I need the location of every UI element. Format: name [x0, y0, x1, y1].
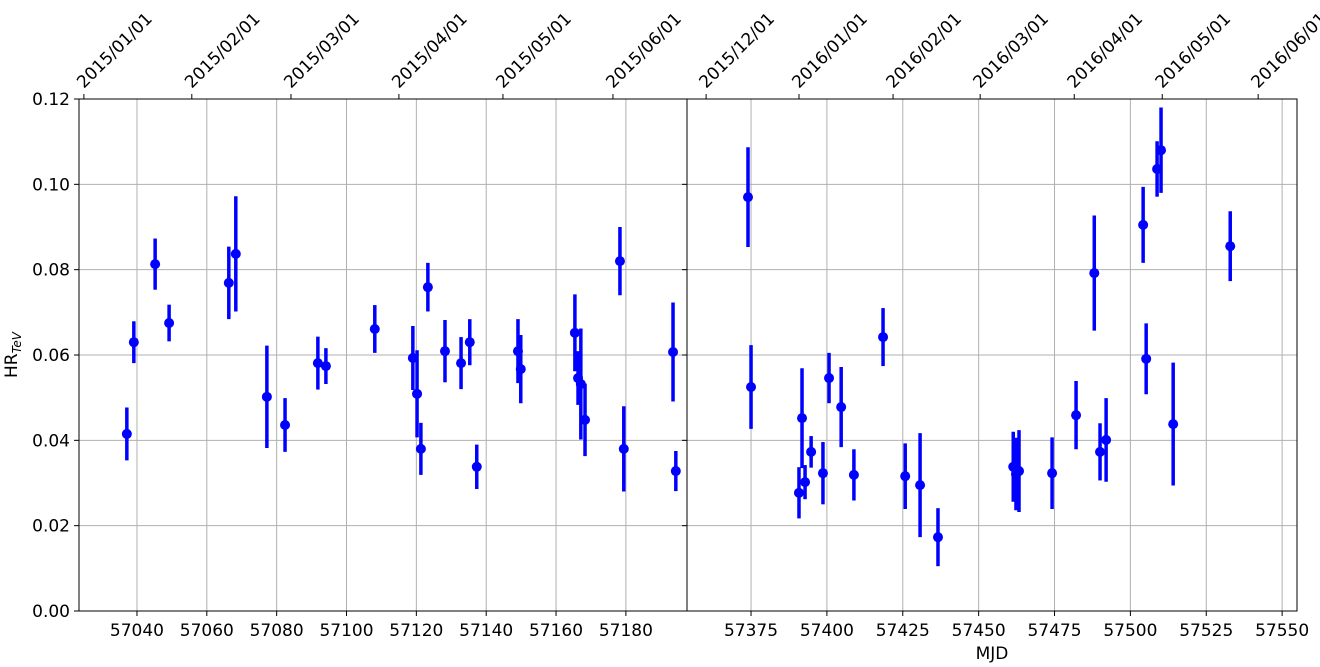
x-tick-label: 57525 — [1179, 621, 1233, 641]
y-tick-label: 0.06 — [32, 346, 70, 366]
data-point — [415, 443, 426, 454]
x-tick-label: 57100 — [319, 621, 373, 641]
x2-tick-label: 2015/05/01 — [492, 9, 575, 92]
data-point — [1138, 219, 1149, 230]
x2-tick-label: 2015/01/01 — [73, 9, 156, 92]
data-point — [848, 469, 859, 480]
x2-tick-label: 2016/02/01 — [882, 9, 965, 92]
data-point — [878, 332, 889, 343]
y-tick-label: 0.00 — [32, 602, 70, 622]
data-point — [128, 337, 139, 348]
data-point — [932, 532, 943, 543]
y-tick-label: 0.04 — [32, 431, 70, 451]
data-point — [1071, 410, 1082, 421]
data-point — [580, 414, 591, 425]
data-point — [793, 487, 804, 498]
data-point — [1101, 434, 1112, 445]
data-point — [797, 413, 808, 424]
data-point — [746, 382, 757, 392]
x-tick-label: 57425 — [876, 621, 930, 641]
x-tick-label: 57180 — [599, 621, 653, 641]
data-point — [1141, 353, 1152, 364]
x-tick-label: 57140 — [459, 621, 513, 641]
data-point — [422, 282, 433, 293]
data-point — [412, 388, 423, 399]
data-point — [471, 461, 482, 472]
data-point — [320, 361, 331, 372]
x-tick-label: 57040 — [110, 621, 164, 641]
data-point — [1014, 466, 1025, 477]
y-axis-label-sub: TeV — [10, 331, 24, 353]
data-point — [439, 346, 450, 357]
data-point — [836, 402, 847, 413]
x-tick-label: 57120 — [389, 621, 443, 641]
data-point — [800, 477, 811, 488]
x-tick-label: 57400 — [800, 621, 854, 641]
data-point — [668, 347, 679, 358]
x2-tick-label: 2015/12/01 — [696, 9, 779, 92]
data-point — [121, 428, 132, 439]
data-point — [464, 337, 475, 348]
data-point — [261, 391, 272, 402]
x-tick-label: 57160 — [529, 621, 583, 641]
x2-tick-label: 2015/03/01 — [280, 9, 363, 92]
plot-frame — [686, 98, 1298, 612]
data-point — [915, 480, 926, 491]
data-point — [369, 323, 380, 334]
x2-tick-label: 2015/06/01 — [602, 9, 685, 92]
x2-tick-label: 2015/04/01 — [388, 9, 471, 92]
y-tick-label: 0.12 — [32, 90, 70, 110]
x2-tick-label: 2016/04/01 — [1064, 9, 1147, 92]
data-point — [150, 259, 161, 270]
data-point — [1225, 241, 1236, 252]
x-tick-label: 57060 — [180, 621, 234, 641]
y-axis-label-main: HR — [2, 353, 22, 378]
x2-tick-label: 2016/01/01 — [788, 9, 871, 92]
data-point — [670, 466, 681, 477]
data-point — [1168, 419, 1179, 430]
data-point — [817, 468, 828, 479]
data-point — [1089, 268, 1100, 279]
y-tick-label: 0.02 — [32, 517, 70, 537]
data-point — [806, 446, 817, 457]
x2-tick-label: 2016/05/01 — [1152, 9, 1235, 92]
data-point — [1156, 145, 1167, 156]
x-axis-label: MJD — [976, 644, 1009, 664]
data-point — [223, 277, 234, 288]
x-tick-label: 57375 — [724, 621, 778, 641]
y-tick-label: 0.10 — [32, 175, 70, 195]
x2-tick-label: 2016/06/01 — [1248, 9, 1320, 92]
y-axis-label: HRTeV — [2, 331, 24, 378]
x-tick-label: 57450 — [952, 621, 1006, 641]
x-tick-label: 57080 — [250, 621, 304, 641]
x-tick-label: 57500 — [1103, 621, 1157, 641]
data-point — [280, 419, 291, 430]
data-point — [614, 256, 625, 267]
y-tick-label: 0.08 — [32, 261, 70, 281]
data-point — [312, 358, 323, 369]
data-point — [456, 358, 467, 369]
data-point — [743, 192, 753, 203]
x2-tick-label: 2015/02/01 — [181, 9, 264, 92]
x-tick-label: 57475 — [1027, 621, 1081, 641]
x2-tick-label: 2016/03/01 — [970, 9, 1053, 92]
data-point — [1047, 468, 1058, 479]
data-point — [569, 327, 580, 338]
data-point — [515, 364, 526, 375]
data-point — [618, 443, 629, 454]
data-point — [164, 318, 175, 328]
data-point — [900, 471, 911, 482]
data-point — [824, 373, 835, 384]
data-point — [1095, 446, 1106, 457]
x-tick-label: 57550 — [1255, 621, 1309, 641]
data-point — [230, 248, 241, 259]
